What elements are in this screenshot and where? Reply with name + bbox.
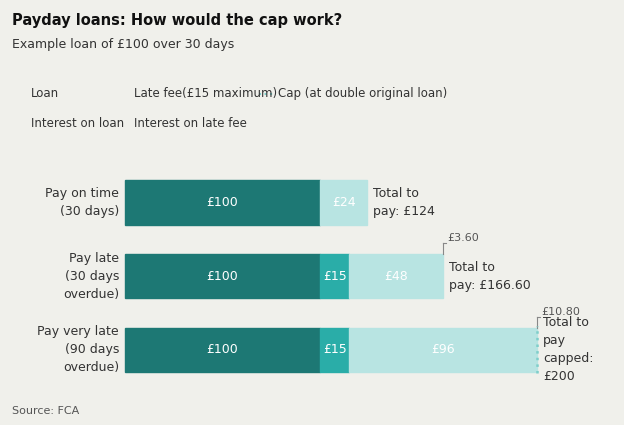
Text: Total to
pay: £166.60: Total to pay: £166.60 — [449, 261, 531, 292]
Bar — [125, 181, 320, 225]
Text: Pay late
(30 days
overdue): Pay late (30 days overdue) — [63, 252, 119, 301]
Text: Pay on time
(30 days): Pay on time (30 days) — [45, 187, 119, 218]
Text: £10.80: £10.80 — [541, 307, 580, 317]
Text: Pay very late
(90 days
overdue): Pay very late (90 days overdue) — [37, 326, 119, 374]
Text: Payday loans: How would the cap work?: Payday loans: How would the cap work? — [12, 13, 343, 28]
Text: £24: £24 — [332, 196, 356, 209]
Text: £48: £48 — [384, 270, 408, 283]
Text: Loan: Loan — [31, 87, 59, 100]
Bar — [349, 328, 537, 372]
Text: £15: £15 — [323, 270, 347, 283]
Bar — [320, 328, 349, 372]
Text: Source: FCA: Source: FCA — [12, 406, 80, 416]
Text: £96: £96 — [431, 343, 455, 357]
Bar — [320, 181, 367, 225]
Text: Total to
pay
capped:
£200: Total to pay capped: £200 — [543, 317, 593, 383]
Text: £100: £100 — [207, 270, 238, 283]
Text: £3.60: £3.60 — [447, 233, 479, 243]
Bar — [125, 328, 320, 372]
Text: £100: £100 — [207, 343, 238, 357]
Text: Cap (at double original loan): Cap (at double original loan) — [278, 87, 447, 100]
Text: Interest on loan: Interest on loan — [31, 117, 124, 130]
Text: Interest on late fee: Interest on late fee — [134, 117, 247, 130]
Bar — [349, 254, 443, 298]
Text: Example loan of £100 over 30 days: Example loan of £100 over 30 days — [12, 38, 235, 51]
Text: £100: £100 — [207, 196, 238, 209]
Bar — [125, 254, 320, 298]
Text: Late fee(£15 maximum): Late fee(£15 maximum) — [134, 87, 277, 100]
Text: £15: £15 — [323, 343, 347, 357]
Bar — [320, 254, 349, 298]
Text: Total to
pay: £124: Total to pay: £124 — [373, 187, 435, 218]
